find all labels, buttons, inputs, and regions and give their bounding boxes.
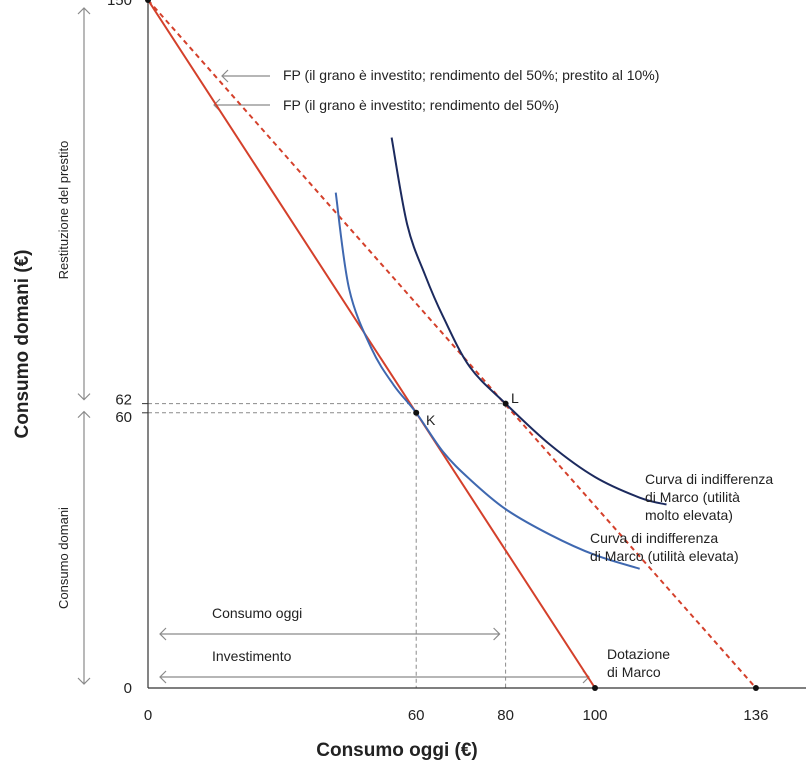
consumo-oggi-bracket-label: Consumo oggi bbox=[212, 605, 302, 621]
series-group bbox=[147, 0, 757, 689]
point-label-l: L bbox=[511, 390, 519, 406]
brackets bbox=[77, 7, 590, 685]
point-l bbox=[502, 400, 509, 407]
fp-loan-label: FP (il grano è investito; rendimento del… bbox=[283, 67, 659, 83]
ic-very-high-label-2: di Marco (utilità bbox=[645, 489, 740, 505]
ic-very-high-label-3: molto elevata) bbox=[645, 507, 733, 523]
y-tick-label: 0 bbox=[124, 680, 132, 697]
arrow-head bbox=[77, 7, 91, 15]
arrow-head bbox=[77, 677, 91, 685]
point-marker bbox=[145, 0, 151, 3]
endowment-label-1: Dotazione bbox=[607, 646, 670, 662]
x-tick-label: 136 bbox=[743, 707, 768, 724]
guide-lines bbox=[148, 403, 507, 688]
point-k bbox=[413, 409, 420, 416]
arrow-head bbox=[493, 627, 501, 641]
x-tick-label: 60 bbox=[408, 707, 425, 724]
point-label-k: K bbox=[426, 412, 436, 428]
data-points bbox=[145, 0, 759, 691]
labels: K L FP (il grano è investito; rendimento… bbox=[12, 67, 773, 761]
ic-very-high-label-1: Curva di indifferenza bbox=[645, 471, 773, 487]
restituzione-bracket-label: Restituzione del prestito bbox=[56, 141, 71, 280]
arrow-head bbox=[77, 410, 91, 419]
fp-loan-line bbox=[147, 0, 757, 689]
endowment-label-2: di Marco bbox=[607, 664, 661, 680]
ic-high-label-1: Curva di indifferenza bbox=[590, 530, 718, 546]
investimento-bracket-label: Investimento bbox=[212, 648, 292, 664]
consumo-domani-bracket-label: Consumo domani bbox=[56, 507, 71, 609]
ic-very-high-curve bbox=[390, 137, 667, 506]
x-tick-label: 0 bbox=[144, 707, 152, 724]
y-tick-label: 60 bbox=[115, 409, 132, 426]
y-tick-label: 62 bbox=[115, 392, 132, 409]
ic-high-curve bbox=[334, 192, 640, 570]
ic-high-label-2: di Marco (utilità elevata) bbox=[590, 548, 739, 564]
arrow-head bbox=[159, 627, 167, 641]
point-marker bbox=[592, 685, 598, 691]
y-axis-title: Consumo domani (€) bbox=[12, 250, 33, 439]
fp-invest-line bbox=[147, 0, 596, 689]
point-marker bbox=[752, 685, 759, 691]
arrow-head bbox=[159, 670, 167, 684]
fp-invest-label: FP (il grano è investito; rendimento del… bbox=[283, 97, 559, 113]
arrow-head bbox=[77, 393, 91, 401]
x-axis-title: Consumo oggi (€) bbox=[316, 740, 477, 761]
x-tick-label: 100 bbox=[582, 707, 607, 724]
arrow-head bbox=[221, 69, 229, 83]
y-tick-label: 150 bbox=[107, 0, 132, 9]
x-tick-label: 80 bbox=[497, 707, 514, 724]
